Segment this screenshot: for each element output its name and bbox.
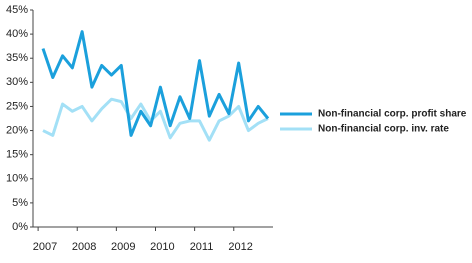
y-tick-label: 20% bbox=[6, 124, 28, 136]
series-line bbox=[42, 97, 269, 142]
legend-label: Non-financial corp. inv. rate bbox=[318, 124, 449, 135]
y-tick-label: 30% bbox=[6, 76, 28, 88]
series-line bbox=[41, 30, 270, 137]
y-tick-label: 35% bbox=[6, 52, 28, 64]
y-tick-label: 45% bbox=[6, 4, 28, 16]
x-tick-label: 2008 bbox=[72, 241, 96, 253]
x-tick-label: 2011 bbox=[190, 241, 214, 253]
x-tick-label: 2010 bbox=[150, 241, 174, 253]
y-tick-label: 25% bbox=[6, 100, 28, 112]
y-tick-label: 0% bbox=[12, 221, 28, 233]
y-tick-label: 40% bbox=[6, 28, 28, 40]
x-tick-label: 2009 bbox=[111, 241, 135, 253]
x-tick-label: 2012 bbox=[228, 241, 252, 253]
y-tick-label: 10% bbox=[6, 173, 28, 185]
y-tick-label: 15% bbox=[6, 149, 28, 161]
legend-label: Non-financial corp. profit share bbox=[318, 109, 467, 120]
y-tick-label: 5% bbox=[12, 197, 28, 209]
x-tick-label: 2007 bbox=[33, 241, 57, 253]
legend: Non-financial corp. profit share Non-fina… bbox=[280, 109, 467, 135]
